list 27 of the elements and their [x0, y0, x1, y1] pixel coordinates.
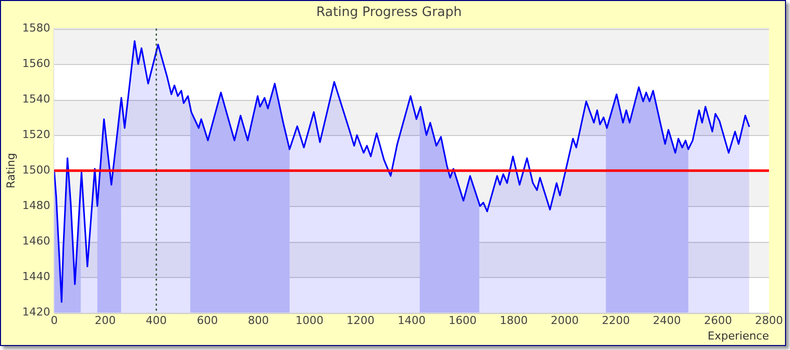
x-tick-label: 2000: [550, 314, 579, 328]
x-tick-label: 2400: [652, 314, 681, 328]
x-tick-label: 1600: [448, 314, 477, 328]
y-tick-label: 1420: [22, 305, 50, 318]
y-tick-label: 1560: [22, 56, 50, 70]
y-tick-label: 1440: [22, 270, 50, 283]
y-axis-title: Rating: [4, 152, 18, 188]
x-tick-label: 1000: [295, 314, 324, 328]
x-tick-label: 1400: [398, 314, 426, 328]
y-tick-label: 1520: [22, 128, 50, 141]
x-tick-label: 2800: [755, 314, 784, 328]
x-axis-title: Experience: [708, 329, 770, 342]
y-tick-label: 1500: [22, 163, 50, 176]
x-tick-label: 2600: [704, 314, 732, 328]
y-tick-label: 1480: [22, 198, 50, 212]
x-tick-label: 0: [50, 314, 58, 328]
x-tick-label: 1800: [500, 314, 528, 328]
y-tick-label: 1460: [22, 234, 50, 248]
y-tick-label: 1540: [22, 92, 50, 106]
y-tick-label: 1580: [22, 21, 50, 34]
x-tick-label: 1200: [346, 314, 375, 328]
chart-title: Rating Progress Graph: [316, 5, 462, 20]
x-tick-label: 800: [248, 314, 269, 328]
x-tick-label: 600: [196, 314, 218, 328]
x-tick-label: 200: [94, 314, 116, 328]
x-tick-label: 400: [146, 314, 167, 328]
x-tick-label: 2200: [602, 314, 630, 328]
